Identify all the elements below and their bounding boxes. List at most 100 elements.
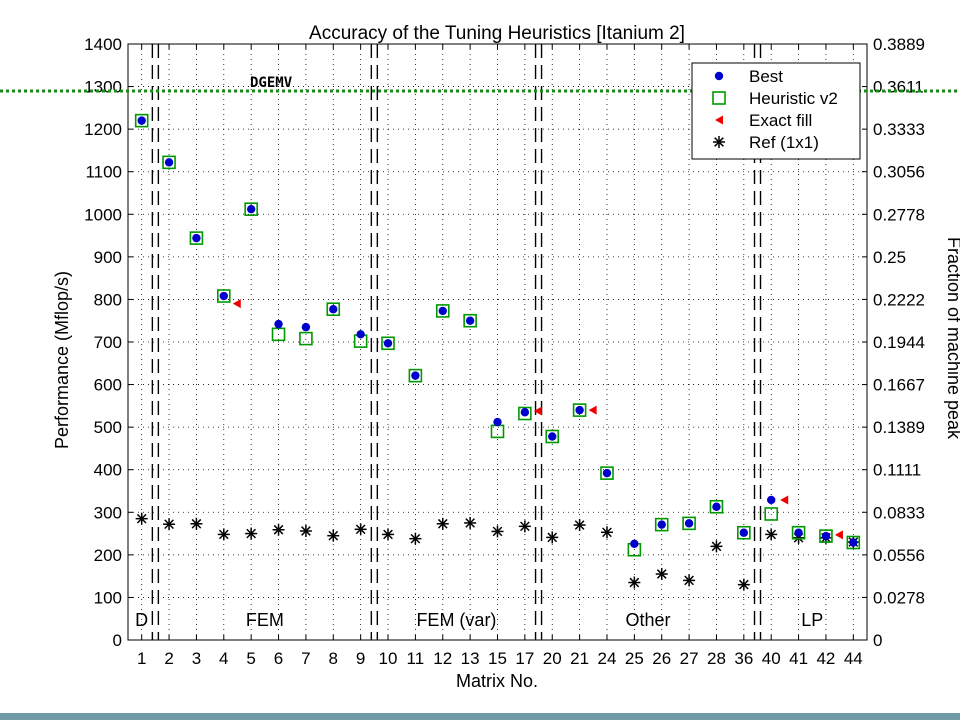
point-ref-1x1 (135, 512, 148, 525)
legend-marker-ref-1x1 (713, 136, 725, 148)
point-ref-1x1 (354, 523, 367, 536)
point-best (164, 158, 174, 167)
legend-label-exact-fill: Exact fill (749, 111, 812, 130)
point-ref-1x1 (710, 540, 723, 553)
legend: Best Heuristic v2 Exact fill Ref (1x1) (691, 62, 861, 160)
point-heuristic-v2 (600, 466, 614, 480)
y-tick-label: 1200 (84, 120, 122, 139)
x-tick-label: 8 (329, 649, 338, 668)
y-tick-label: 1000 (84, 205, 122, 224)
point-heuristic-v2 (244, 202, 258, 216)
x-tick-label: 6 (274, 649, 283, 668)
star-stroke (355, 524, 366, 535)
y-tick-label: 900 (94, 248, 122, 267)
x-tick-label: 12 (433, 649, 452, 668)
point-best (657, 520, 666, 529)
star-stroke (520, 521, 530, 532)
point-best (548, 432, 557, 441)
x-tick-label: 25 (625, 649, 644, 668)
group-label: D (135, 610, 148, 630)
y2-axis-label: Fraction of machine peak (944, 237, 960, 440)
point-best (575, 405, 584, 415)
point-heuristic-v2 (654, 517, 669, 532)
y2-tick-label: 0.1667 (873, 376, 925, 395)
star-stroke (711, 541, 722, 552)
point-ref-1x1 (491, 525, 504, 538)
y2-tick-label: 0.0278 (873, 588, 925, 607)
y2-tick-label: 0 (873, 631, 882, 650)
dgemv-annotation: DGEMV (250, 75, 293, 91)
star-stroke (714, 137, 724, 147)
point-best (192, 233, 201, 243)
y2-tick-label: 0.0556 (873, 546, 925, 565)
x-tick-label: 11 (407, 649, 425, 668)
point-ref-1x1 (600, 526, 613, 539)
star-stroke (410, 533, 421, 544)
x-tick-label: 27 (680, 649, 699, 668)
x-tick-label: 44 (844, 649, 863, 668)
point-best (602, 468, 612, 478)
y-tick-label: 100 (94, 588, 122, 607)
point-heuristic-v2 (846, 535, 861, 550)
point-ref-1x1 (382, 528, 395, 541)
series-best (137, 116, 858, 548)
point-heuristic-v2 (326, 302, 341, 317)
series-exact-fill (232, 299, 843, 540)
point-ref-1x1 (190, 517, 203, 530)
point-heuristic-v2 (408, 368, 423, 383)
group-label: FEM (var) (416, 610, 496, 630)
point-best (684, 519, 694, 528)
point-ref-1x1 (655, 568, 668, 581)
x-tick-label: 17 (515, 649, 534, 668)
x-tick-label: 9 (356, 649, 365, 668)
point-ref-1x1 (327, 529, 340, 542)
y-tick-label: 1400 (84, 35, 122, 54)
point-ref-1x1 (464, 516, 477, 529)
point-best (137, 116, 146, 125)
point-ref-1x1 (628, 576, 641, 589)
point-ref-1x1 (518, 520, 531, 533)
point-best (219, 291, 228, 301)
y-tick-label: 500 (94, 418, 122, 437)
x-tick-label: 5 (246, 649, 255, 668)
star-stroke (629, 577, 640, 588)
x-tick-label: 40 (762, 649, 781, 668)
group-separators (151, 44, 762, 640)
y-tick-label: 200 (94, 546, 122, 565)
bottom-bar (0, 713, 960, 720)
x-tick-label: 15 (488, 649, 507, 668)
data-marks (134, 113, 861, 591)
star-stroke (246, 528, 257, 539)
y2-tick-label: 0.25 (873, 248, 906, 267)
x-tick-label: 36 (734, 649, 753, 668)
point-heuristic-v2 (764, 507, 779, 521)
point-best (411, 371, 420, 380)
point-heuristic-v2 (162, 155, 176, 170)
y2-tick-label: 0.2222 (873, 290, 925, 309)
x-tick-label: 2 (164, 649, 173, 668)
series-heuristic-v2 (134, 113, 861, 557)
y2-tick-label: 0.1389 (873, 418, 925, 437)
point-heuristic-v2 (709, 499, 724, 514)
point-best (301, 322, 311, 332)
star-stroke (492, 526, 503, 537)
group-labels: D FEM FEM (var) Other LP (135, 610, 823, 630)
star-stroke (218, 529, 229, 540)
point-heuristic-v2 (216, 289, 231, 303)
point-exact-fill (232, 299, 241, 309)
y-tick-label: 600 (94, 376, 122, 395)
point-best (794, 528, 803, 537)
point-exact-fill (588, 405, 597, 415)
y2-tick-label: 0.3333 (873, 120, 925, 139)
point-heuristic-v2 (682, 516, 696, 531)
legend-marker-exact-fill (715, 115, 723, 125)
point-best (520, 408, 530, 417)
x-tick-label: 3 (192, 649, 201, 668)
point-best (767, 495, 776, 505)
point-heuristic-v2 (791, 525, 806, 540)
y2-tick-label: 0.1111 (873, 461, 921, 480)
x-axis-label: Matrix No. (456, 671, 538, 691)
point-exact-fill (533, 406, 542, 416)
star-stroke (191, 518, 202, 529)
